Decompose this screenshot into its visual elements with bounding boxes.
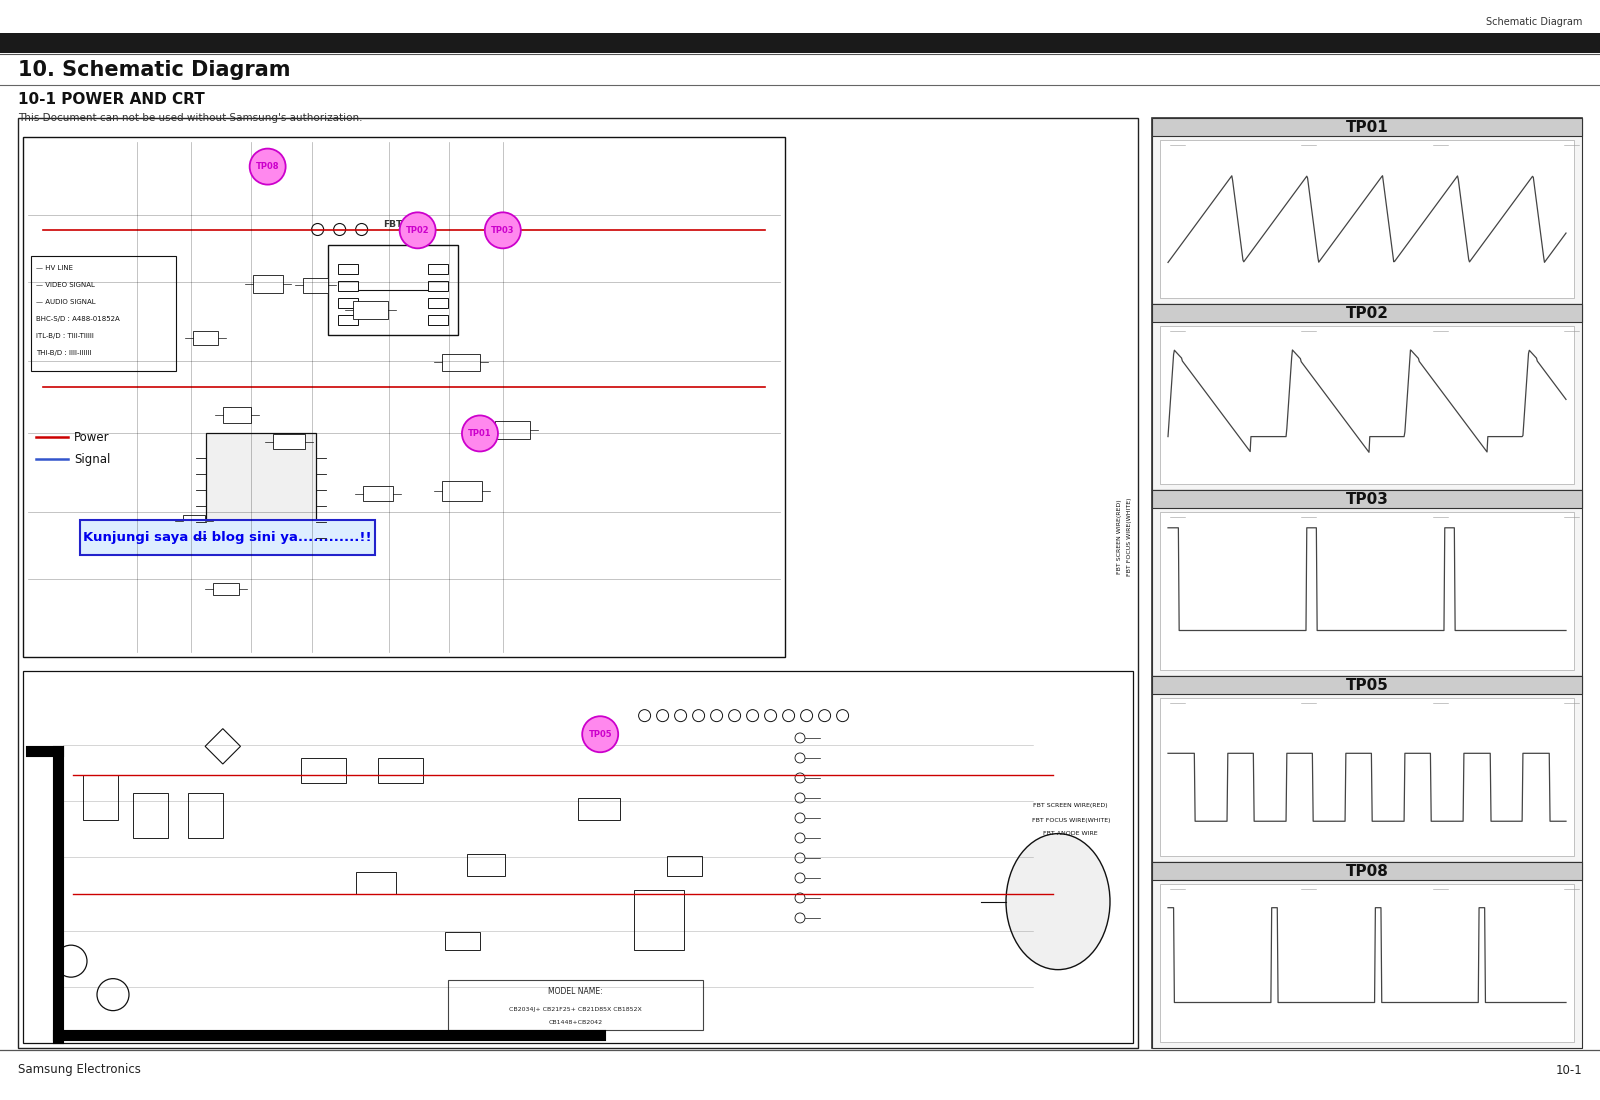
- Bar: [442, 354, 480, 371]
- Bar: [206, 433, 315, 553]
- Text: FBT SCREEN WIRE(RED): FBT SCREEN WIRE(RED): [1034, 803, 1109, 808]
- Text: FBT SCREEN WIRE(RED): FBT SCREEN WIRE(RED): [1117, 499, 1123, 574]
- Text: 10-1 POWER AND CRT: 10-1 POWER AND CRT: [18, 92, 205, 108]
- Text: FBT: FBT: [382, 220, 402, 229]
- Text: This Document can not be used without Samsung's authorization.: This Document can not be used without Sa…: [18, 113, 363, 123]
- Circle shape: [485, 212, 522, 249]
- Bar: [1152, 118, 1582, 136]
- Bar: [205, 728, 240, 764]
- Text: Kunjungi saya di blog sini ya............!!: Kunjungi saya di blog sini ya...........…: [83, 531, 371, 544]
- Bar: [80, 520, 374, 556]
- Bar: [427, 280, 448, 290]
- Text: TP01: TP01: [469, 429, 491, 438]
- Bar: [338, 280, 358, 290]
- Bar: [1152, 490, 1582, 508]
- Text: Samsung Electronics: Samsung Electronics: [18, 1064, 141, 1077]
- Bar: [274, 434, 306, 449]
- Text: TP01: TP01: [1346, 120, 1389, 134]
- Bar: [189, 793, 222, 838]
- Text: CB2034J+ CB21F25+ CB21D85X CB1852X: CB2034J+ CB21F25+ CB21D85X CB1852X: [509, 1006, 642, 1012]
- Bar: [1152, 118, 1582, 304]
- Text: TP03: TP03: [491, 226, 515, 234]
- Bar: [222, 407, 251, 424]
- Bar: [1152, 862, 1582, 1048]
- Bar: [1152, 676, 1582, 694]
- Bar: [22, 671, 1133, 1043]
- Bar: [448, 980, 702, 1030]
- Bar: [354, 301, 387, 319]
- Bar: [427, 315, 448, 324]
- Bar: [30, 256, 176, 371]
- Bar: [467, 854, 506, 876]
- Bar: [427, 297, 448, 308]
- Bar: [427, 264, 448, 274]
- Text: TP05: TP05: [589, 729, 613, 739]
- Text: THI-B/D : IIII-IIIIII: THI-B/D : IIII-IIIIII: [35, 350, 91, 356]
- Bar: [338, 315, 358, 324]
- Bar: [83, 774, 118, 820]
- Bar: [253, 275, 283, 293]
- Text: FBT FOCUS WIRE(WHITE): FBT FOCUS WIRE(WHITE): [1032, 818, 1110, 823]
- Bar: [363, 486, 394, 502]
- Bar: [578, 798, 621, 820]
- Text: 10-1: 10-1: [1555, 1064, 1582, 1077]
- Text: CB1448+CB2042: CB1448+CB2042: [549, 1020, 603, 1024]
- Text: TP02: TP02: [1346, 306, 1389, 320]
- Bar: [1160, 884, 1574, 1042]
- Text: — VIDEO SIGNAL: — VIDEO SIGNAL: [35, 282, 94, 288]
- Bar: [0, 33, 1600, 53]
- Circle shape: [250, 148, 286, 185]
- Bar: [338, 297, 358, 308]
- Bar: [194, 331, 218, 345]
- Bar: [1152, 490, 1582, 676]
- Text: TP08: TP08: [1346, 864, 1389, 879]
- Circle shape: [582, 716, 618, 752]
- Bar: [328, 244, 458, 334]
- Text: BHC-S/D : A488-01852A: BHC-S/D : A488-01852A: [35, 316, 120, 322]
- Bar: [1152, 304, 1582, 322]
- Text: ITL-B/D : TIII-TIIIII: ITL-B/D : TIII-TIIIII: [35, 333, 94, 339]
- Text: Schematic Diagram: Schematic Diagram: [1486, 16, 1582, 28]
- Bar: [22, 136, 784, 658]
- Text: 10. Schematic Diagram: 10. Schematic Diagram: [18, 60, 291, 80]
- Ellipse shape: [1006, 834, 1110, 969]
- Bar: [634, 890, 683, 950]
- Text: TP02: TP02: [406, 226, 429, 234]
- Text: Power: Power: [74, 431, 110, 444]
- Bar: [1160, 326, 1574, 484]
- Bar: [133, 793, 168, 838]
- Bar: [355, 872, 397, 894]
- Text: FBT ANODE WIRE: FBT ANODE WIRE: [1043, 830, 1098, 836]
- Bar: [1160, 698, 1574, 856]
- Bar: [445, 932, 480, 950]
- Bar: [1160, 140, 1574, 298]
- Bar: [213, 583, 238, 595]
- Text: — AUDIO SIGNAL: — AUDIO SIGNAL: [35, 299, 96, 305]
- Bar: [302, 278, 328, 293]
- Text: — HV LINE: — HV LINE: [35, 265, 74, 271]
- Bar: [442, 481, 482, 502]
- Text: TP03: TP03: [1346, 492, 1389, 506]
- Text: FBT FOCUS WIRE(WHITE): FBT FOCUS WIRE(WHITE): [1128, 497, 1133, 575]
- Bar: [301, 758, 346, 782]
- Bar: [1152, 862, 1582, 880]
- Bar: [378, 758, 422, 782]
- Bar: [18, 118, 1138, 1048]
- Bar: [1152, 676, 1582, 862]
- Bar: [1160, 512, 1574, 670]
- Bar: [182, 515, 205, 527]
- Bar: [338, 264, 358, 274]
- Bar: [667, 856, 702, 876]
- Text: TP08: TP08: [256, 162, 280, 172]
- Circle shape: [400, 212, 435, 249]
- Circle shape: [462, 416, 498, 451]
- Text: Signal: Signal: [74, 453, 110, 466]
- Bar: [1152, 304, 1582, 490]
- Bar: [494, 420, 530, 439]
- Text: TP05: TP05: [1346, 678, 1389, 693]
- Text: MODEL NAME:: MODEL NAME:: [549, 988, 603, 997]
- Bar: [1152, 118, 1582, 1048]
